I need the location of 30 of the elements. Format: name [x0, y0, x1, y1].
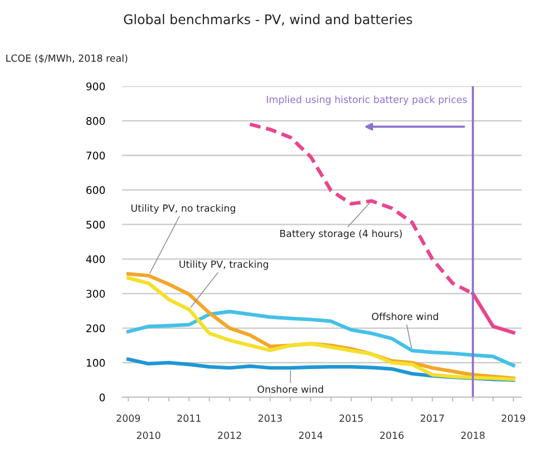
y-tick-label: 700: [86, 152, 105, 160]
series-label: Battery storage (4 hours): [280, 230, 402, 240]
y-tick-label: 900: [86, 82, 105, 90]
x-tick-label: 2016: [380, 432, 404, 439]
line-series: [126, 310, 516, 368]
chart-title: Global benchmarks - PV, wind and batteries: [124, 14, 412, 26]
x-tick-label: 2014: [299, 432, 323, 439]
x-tick-label: 2011: [177, 414, 201, 422]
y-tick-label: 200: [86, 324, 105, 332]
y-tick-label: 100: [86, 358, 105, 367]
text: Utility PV, tracking: [180, 260, 268, 270]
x-tick-label: 2015: [340, 414, 363, 422]
y-tick-label: 400: [86, 255, 105, 264]
x-tick-label: 2019: [502, 414, 526, 422]
y-tick-label: 800: [86, 117, 105, 125]
x-tick-label: 2017: [420, 414, 444, 422]
x-tick-label: 2010: [136, 432, 160, 439]
ref-line-label: Implied using historic battery pack prices: [266, 96, 467, 105]
x-tick-label: 2018: [461, 432, 485, 439]
series-label: Offshore wind: [372, 312, 438, 320]
text: Utility PV, no tracking: [131, 204, 236, 214]
series-label: Onshore wind: [258, 385, 323, 393]
y-axis-title: LCOE ($/MWh, 2018 real): [6, 54, 128, 64]
y-tick-label: 600: [86, 186, 105, 194]
y-tick-label: 300: [86, 290, 105, 298]
x-tick-label: 2013: [258, 414, 282, 422]
x-tick-label: 2012: [218, 432, 242, 439]
y-tick-label: 500: [86, 220, 105, 229]
x-tick-label: 2009: [116, 414, 140, 422]
y-tick-label: 0: [100, 393, 105, 402]
